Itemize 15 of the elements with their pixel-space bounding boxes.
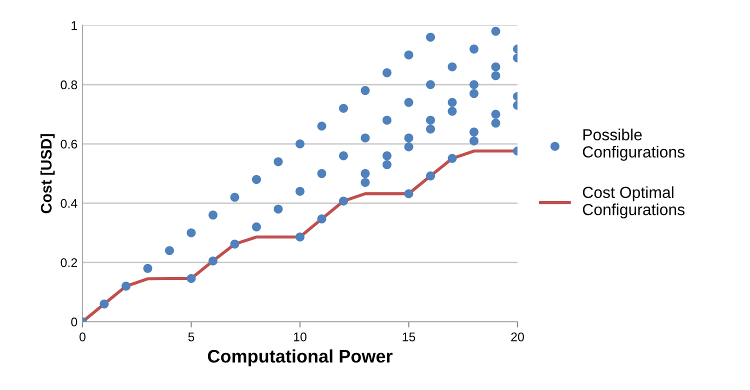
x-tick-label: 15 [402, 332, 416, 342]
legend-label: Possible Configurations [582, 128, 685, 161]
x-axis-title: Computational Power [208, 349, 393, 366]
x-tick-label: 10 [294, 332, 306, 342]
y-tick-label: 1 [72, 21, 78, 30]
legend-label: Cost Optimal Configurations [582, 186, 685, 218]
y-tick-label: 0 [71, 318, 78, 326]
x-tick-label: 0 [80, 332, 86, 342]
y-tick-label: 0.6 [60, 140, 78, 149]
y-tick-label: 0.8 [60, 80, 78, 90]
y-axis-title: Cost [USD] [40, 134, 55, 214]
y-tick-label: 0.4 [60, 198, 78, 208]
x-tick-label: 20 [511, 332, 524, 342]
y-tick-label: 0.2 [60, 258, 78, 268]
x-tick-label: 5 [188, 332, 194, 342]
